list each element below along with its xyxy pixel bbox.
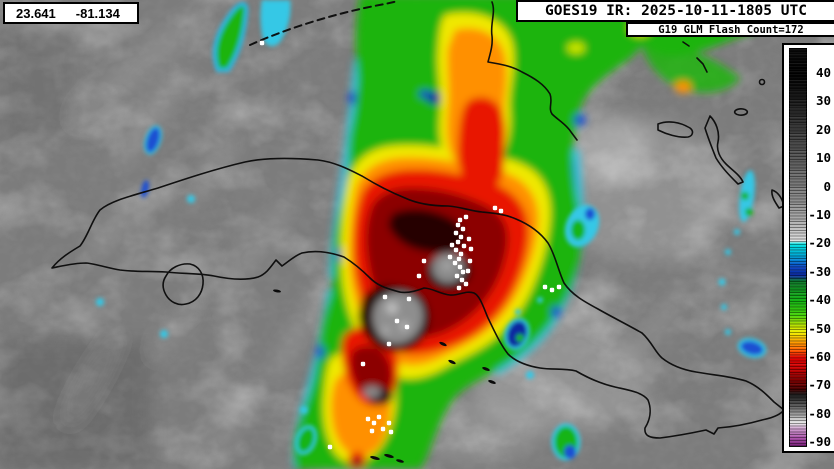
lightning-flash-icon — [556, 284, 562, 290]
lightning-flash-icon — [452, 260, 458, 266]
colorbar-tick-label: 40 — [815, 64, 831, 80]
colorbar-tick-label: -60 — [808, 348, 831, 364]
lightning-flash-icon — [549, 287, 555, 293]
lightning-flash-icon — [463, 281, 469, 287]
temperature-colorbar: 40 30 20 10 0 -10 -20 -30 -40 -50 -60 -70 -80 -90 — [782, 43, 834, 453]
lightning-flash-icon — [498, 208, 504, 214]
lightning-flash-icon — [447, 254, 453, 260]
lightning-flash-icon — [369, 428, 375, 434]
colorbar-gradient — [789, 48, 807, 447]
lightning-flash-icon — [455, 239, 461, 245]
lightning-flash-icon — [453, 230, 459, 236]
lightning-flash-icon — [465, 268, 471, 274]
lightning-flash-icon — [259, 40, 265, 46]
lightning-flash-icon — [468, 246, 474, 252]
lightning-flash-icon — [460, 269, 466, 275]
cursor-readout: 23.641 -81.134 — [3, 2, 139, 24]
lightning-flash-icon — [456, 256, 462, 262]
lightning-flash-icon — [386, 341, 392, 347]
lightning-flash-icon — [386, 420, 392, 426]
lightning-flash-icon — [394, 318, 400, 324]
lightning-flash-icon — [360, 361, 366, 367]
lightning-flash-icon — [388, 429, 394, 435]
lightning-flash-icon — [461, 243, 467, 249]
lightning-flash-icon — [455, 222, 461, 228]
lightning-flash-icon — [542, 284, 548, 290]
lightning-flash-icon — [456, 285, 462, 291]
colorbar-tick-label: -50 — [808, 320, 831, 336]
small-cell-overlays — [96, 0, 767, 461]
flash-count-banner: G19 GLM Flash Count=172 — [626, 22, 834, 37]
lightning-flash-icon — [460, 226, 466, 232]
colorbar-tick-label: -40 — [808, 291, 831, 307]
colorbar-tick-label: -90 — [808, 433, 831, 449]
colorbar-tick-label: 10 — [815, 149, 831, 165]
lightning-flash-icon — [467, 258, 473, 264]
latitude-value: 23.641 — [16, 5, 56, 21]
lightning-flash-icon — [376, 414, 382, 420]
lightning-flash-icon — [459, 277, 465, 283]
lightning-flash-icon — [492, 205, 498, 211]
storm-overlay — [292, 0, 781, 469]
lightning-flash-icon — [406, 296, 412, 302]
lightning-flash-icon — [463, 214, 469, 220]
lightning-flash-icon — [380, 426, 386, 432]
lightning-flash-icon — [457, 264, 463, 270]
colorbar-tick-label: -70 — [808, 377, 831, 393]
coastlines — [51, 0, 785, 439]
colorbar-tick-label: 30 — [815, 93, 831, 109]
colorbar-tick-label: -30 — [808, 263, 831, 279]
colorbar-tick-label: 0 — [823, 178, 831, 194]
lightning-flash-icon — [458, 234, 464, 240]
colorbar-tick-label: -80 — [808, 405, 831, 421]
colorbar-tick-label: 20 — [815, 121, 831, 137]
lightning-flash-icon — [458, 251, 464, 257]
longitude-value: -81.134 — [75, 5, 120, 21]
lightning-flash-icon — [449, 242, 455, 248]
image-title: GOES19 IR: 2025-10-11-1805 UTC — [516, 0, 834, 22]
lightning-flash-icon — [327, 444, 333, 450]
colorbar-tick-marks — [789, 48, 807, 447]
colorbar-tick-label: -20 — [808, 235, 831, 251]
lightning-flash-icon — [454, 273, 460, 279]
lightning-flash-icon — [421, 258, 427, 264]
lightning-flash-icon — [365, 416, 371, 422]
cays — [273, 289, 496, 463]
lightning-flash-icon — [457, 217, 463, 223]
flash-count-text: G19 GLM Flash Count=172 — [658, 23, 804, 36]
lightning-flash-icon — [416, 273, 422, 279]
lightning-flash-icon — [371, 420, 377, 426]
lightning-flash-icon — [382, 294, 388, 300]
lightning-flash-icon — [453, 247, 459, 253]
glm-flash-markers — [259, 40, 562, 450]
image-title-text: GOES19 IR: 2025-10-11-1805 UTC — [545, 3, 807, 19]
lightning-flash-icon — [466, 236, 472, 242]
lightning-flash-icon — [404, 324, 410, 330]
colorbar-tick-label: -10 — [808, 206, 831, 222]
